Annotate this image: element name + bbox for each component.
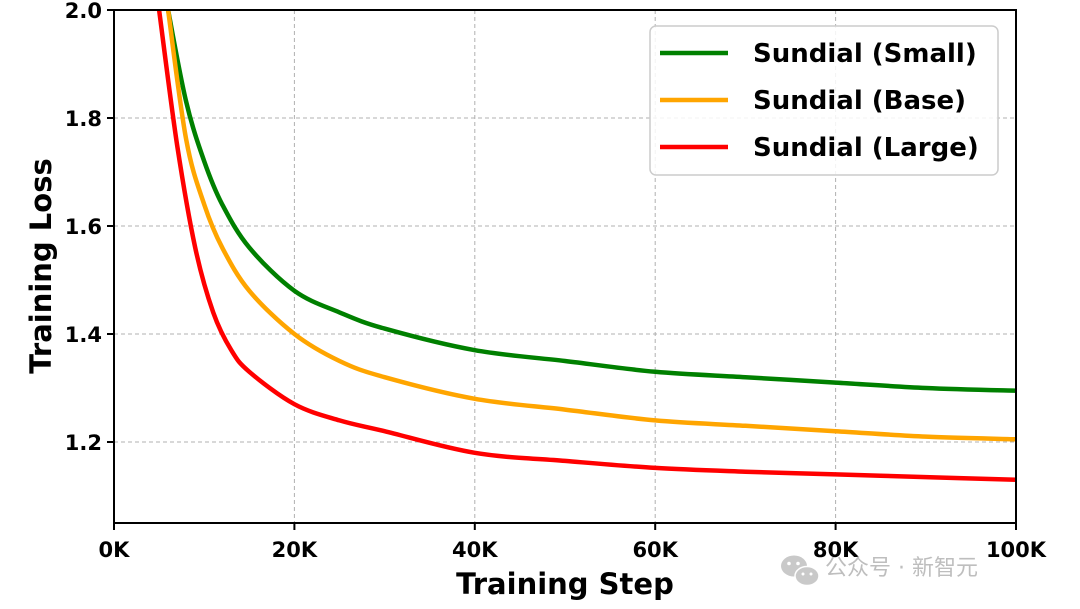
- x-tick-label: 80K: [813, 538, 859, 562]
- x-axis-label: Training Step: [456, 567, 674, 601]
- series-line-1: [165, 10, 1016, 442]
- wechat-icon: [781, 555, 820, 587]
- series-line-0: [165, 10, 1016, 393]
- x-tick-label: 60K: [632, 538, 678, 562]
- legend-label-0: Sundial (Small): [753, 39, 977, 69]
- legend: Sundial (Small) Sundial (Base) Sundial (La…: [649, 25, 999, 176]
- legend-label-2: Sundial (Large): [753, 133, 979, 163]
- watermark: 公众号 · 新智元: [781, 555, 978, 587]
- y-axis-label: Training Loss: [24, 158, 58, 373]
- legend-label-1: Sundial (Base): [753, 86, 966, 116]
- legend-frame: [649, 25, 999, 176]
- x-tick-label: 100K: [986, 538, 1047, 562]
- series-lines: [156, 10, 1016, 483]
- y-tick-label: 1.6: [65, 215, 102, 239]
- x-tick-label: 40K: [452, 538, 498, 562]
- y-tick-label: 1.2: [65, 431, 102, 455]
- x-tick-label: 0K: [99, 538, 131, 562]
- x-tick-label: 20K: [272, 538, 318, 562]
- plot-frame: [113, 9, 1017, 524]
- y-tick-label: 2.0: [65, 0, 102, 23]
- series-line-2: [156, 10, 1016, 483]
- watermark-text: 公众号 · 新智元: [825, 556, 978, 581]
- axis-ticks: 0K 20K 40K 60K 80K 100K 1.2 1.4 1.6 1.8 2.0: [65, 0, 1047, 562]
- y-tick-label: 1.8: [65, 107, 102, 131]
- y-tick-label: 1.4: [65, 323, 102, 347]
